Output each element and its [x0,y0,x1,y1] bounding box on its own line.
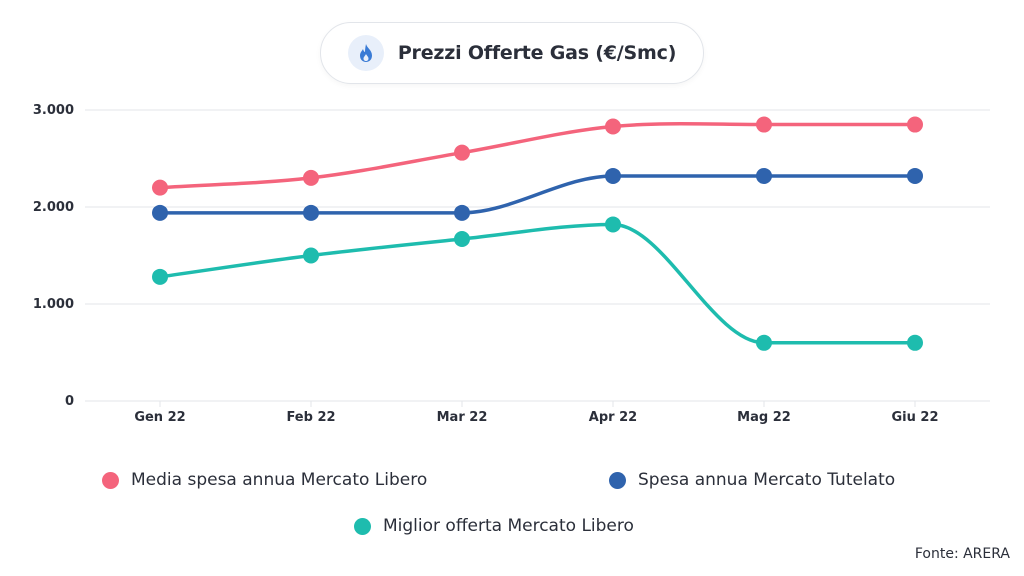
data-point-media-libero [907,116,923,133]
data-point-media-libero [605,118,621,135]
data-point-tutelato [756,167,772,184]
legend-item-tutelato: Spesa annua Mercato Tutelato [609,470,895,490]
x-tick-label: Mar 22 [437,410,488,425]
series-lines [152,116,923,351]
data-point-media-libero [756,116,772,133]
y-tick-label: 1.000 [33,297,74,312]
legend-swatch-media-libero [102,471,119,489]
source-note: Fonte: ARERA [914,546,1010,562]
y-tick-label: 0 [65,394,74,409]
data-point-miglior-offerta [756,334,772,351]
data-point-miglior-offerta [152,268,168,285]
series-line-media-libero [158,121,917,190]
flame-icon [347,35,384,71]
data-point-miglior-offerta [454,231,470,248]
x-tick-label: Feb 22 [286,410,335,425]
data-point-tutelato [605,167,621,184]
legend-label-media-libero: Media spesa annua Mercato Libero [131,470,428,490]
legend-swatch-tutelato [609,471,626,489]
x-axis-ticks: Gen 22 Feb 22 Mar 22 Apr 22 Mag 22 Giu 22 [134,401,939,425]
data-point-miglior-offerta [605,216,621,233]
x-tick-label: Gen 22 [134,410,185,425]
grid-lines [85,109,990,402]
x-tick-label: Apr 22 [589,410,637,425]
chart-title: Prezzi Offerte Gas (€/Smc) [397,42,677,64]
data-point-media-libero [454,144,470,161]
data-point-miglior-offerta [303,247,319,264]
data-point-tutelato [303,204,319,221]
legend-label-tutelato: Spesa annua Mercato Tutelato [638,470,896,490]
data-point-media-libero [303,169,319,186]
data-point-tutelato [152,204,168,221]
legend-item-miglior-offerta: Miglior offerta Mercato Libero [354,516,634,536]
data-point-media-libero [152,179,168,196]
x-tick-label: Giu 22 [892,410,939,425]
y-axis-ticks: 0 1.000 2.000 3.000 [33,103,74,409]
data-point-miglior-offerta [907,334,923,351]
y-tick-label: 2.000 [33,200,74,215]
data-point-tutelato [454,204,470,221]
legend-swatch-miglior-offerta [354,517,371,535]
legend-label-miglior-offerta: Miglior offerta Mercato Libero [383,516,634,536]
y-tick-label: 3.000 [33,103,74,118]
series-line-tutelato [158,174,917,215]
x-tick-label: Mag 22 [737,410,791,425]
chart-title-badge: Prezzi Offerte Gas (€/Smc) [320,22,704,84]
series-line-miglior-offerta [158,222,917,345]
legend-item-media-libero: Media spesa annua Mercato Libero [102,470,427,490]
data-point-tutelato [907,167,923,184]
